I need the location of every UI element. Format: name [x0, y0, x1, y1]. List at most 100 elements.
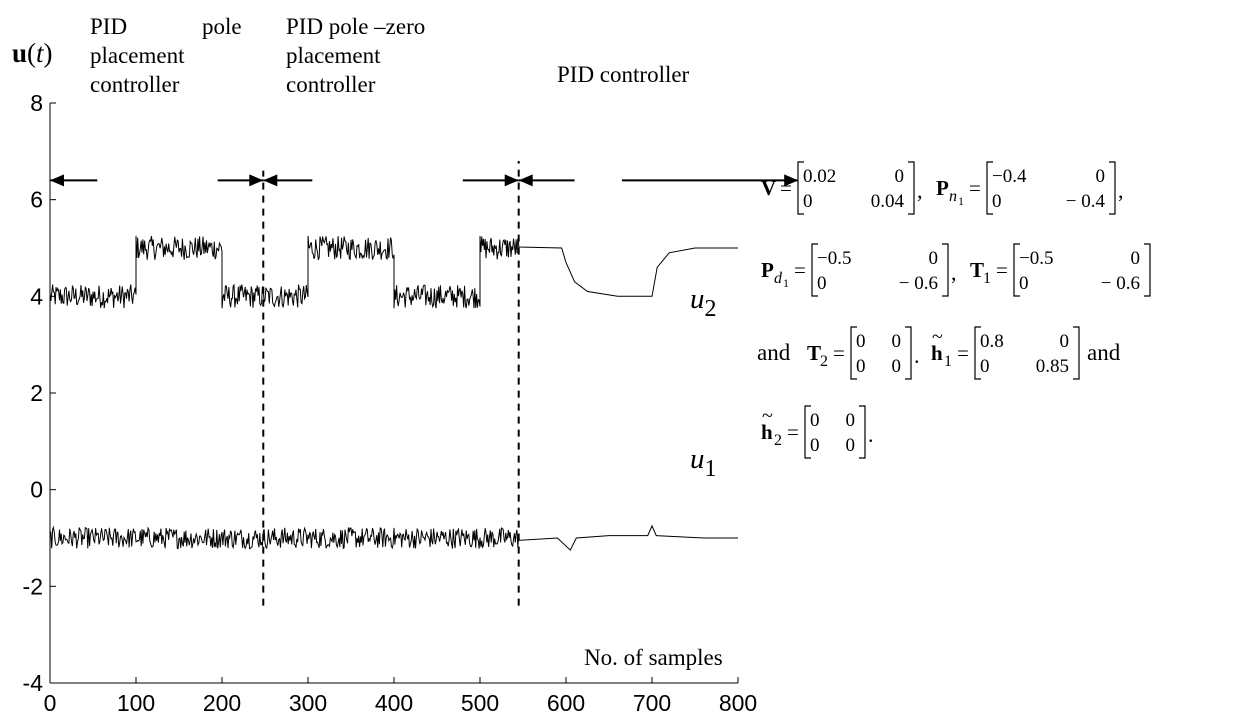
matrix-cell: − 0.6 — [1101, 273, 1140, 294]
matrix-body: 0 0 0 0. — [804, 405, 874, 459]
matrix-cell: 0 — [929, 248, 939, 269]
matrix-cell: 0 — [803, 191, 813, 212]
region2-label-line1: PID pole –zero — [286, 14, 425, 39]
matrix-symbol-h2: h~2 = — [761, 405, 799, 449]
left-bracket — [850, 326, 857, 380]
matrix-sub-subscript: 1 — [958, 194, 964, 208]
matrix-subscript: 1 — [944, 353, 952, 370]
matrix-cell: 0.02 — [803, 166, 836, 187]
x-tick-label: 800 — [719, 690, 757, 716]
arrow-head — [784, 174, 799, 187]
left-bracket — [811, 243, 818, 297]
matrix-cell: −0.4 — [992, 166, 1027, 187]
u2-series-label: u2 — [690, 283, 717, 322]
region3-label: PID controller — [557, 62, 690, 87]
region2-label-line2: placement — [286, 43, 381, 68]
left-bracket — [804, 405, 811, 459]
matrix-cell: 0.85 — [1036, 356, 1069, 377]
left-bracket — [1013, 243, 1020, 297]
and-text: and — [757, 340, 791, 365]
right-bracket — [905, 326, 912, 380]
matrix-body: 0 0 0 0. — [850, 326, 920, 380]
x-tick-label: 400 — [375, 690, 413, 716]
matrix-cell: 0 — [892, 356, 902, 377]
labels-group: PID pole placement controller PID pole –zero… — [90, 14, 717, 482]
matrix-punct: . — [914, 343, 920, 368]
region2-label-line3: controller — [286, 72, 376, 97]
matrix-name: T — [807, 341, 821, 365]
right-bracket — [908, 161, 915, 215]
matrix-cell: −0.5 — [1019, 248, 1053, 269]
y-tick-label: 6 — [30, 187, 43, 213]
matrix-name: P — [936, 176, 949, 200]
matrix-symbol-T2: T2 = — [807, 341, 845, 370]
matrix-body: 0.8 0 0 0.85 — [974, 326, 1080, 380]
matrix-cell: 0 — [895, 166, 905, 187]
matrix-cell: − 0.6 — [899, 273, 938, 294]
matrix-cell: − 0.4 — [1066, 191, 1106, 212]
x-tick-label: 700 — [633, 690, 671, 716]
region1-label-line1: PID — [90, 14, 127, 39]
matrix-cell: 0 — [856, 356, 866, 377]
matrix-cell: 0 — [846, 410, 856, 431]
matrix-sub-subscript: 1 — [783, 276, 789, 290]
right-bracket — [1144, 243, 1151, 297]
equals-sign: = — [969, 176, 981, 200]
matrix-cell: 0 — [992, 191, 1002, 212]
matrix-cell: 0 — [1019, 273, 1029, 294]
matrix-subscript: 1 — [983, 270, 991, 287]
matrix-cell: 0.8 — [980, 331, 1004, 352]
right-bracket — [942, 243, 949, 297]
x-tick-label: 0 — [44, 690, 57, 716]
y-axis-label: u(t) — [12, 38, 53, 68]
matrix-cell: −0.5 — [817, 248, 851, 269]
y-tick-label: -2 — [23, 573, 43, 599]
region1-label-line1b: pole — [202, 14, 242, 39]
equals-sign: = — [780, 176, 792, 200]
matrix-name: h — [931, 341, 943, 365]
matrix-punct: , — [951, 260, 957, 285]
matrix-name: P — [761, 258, 774, 282]
matrix-name: h — [761, 420, 773, 444]
matrix-name: T — [970, 258, 984, 282]
arrow-head — [50, 174, 64, 187]
matrix-body: 0.02 0 0 0.04, — [797, 161, 923, 215]
equals-sign: = — [996, 258, 1008, 282]
matrix-punct: , — [1118, 178, 1124, 203]
series-group — [49, 235, 738, 551]
matrix-cell: 0 — [810, 435, 820, 456]
matrix-cell: 0 — [846, 435, 856, 456]
axes: 0 100 200 300 400 500 600 700 800 -4 -2 0 2 4 6 8 u(t) No… — [12, 38, 757, 716]
x-tick-label: 100 — [117, 690, 155, 716]
matrix-cell: 0 — [810, 410, 820, 431]
matrix-cell: 0 — [892, 331, 902, 352]
arrow-head — [263, 174, 278, 187]
matrix-subscript: n — [949, 188, 957, 205]
left-bracket — [797, 161, 804, 215]
matrix-punct: . — [868, 422, 874, 447]
tilde-mark: ~ — [932, 326, 943, 348]
matrix-body: −0.5 0 0 − 0.6 — [1013, 243, 1151, 297]
matrix-body: −0.5 0 0 − 0.6, — [811, 243, 957, 297]
series-line-u2 — [49, 235, 738, 309]
matrix-name: V — [761, 176, 776, 200]
y-tick-label: 2 — [30, 380, 43, 406]
y-tick-label: 4 — [30, 283, 43, 309]
y-tick-label: 8 — [30, 90, 43, 116]
right-bracket — [859, 405, 866, 459]
matrix-punct: , — [917, 178, 923, 203]
matrix-cell: 0 — [856, 331, 866, 352]
left-bracket — [974, 326, 981, 380]
u1-series-label: u1 — [690, 443, 717, 482]
left-bracket — [986, 161, 993, 215]
equals-sign: = — [833, 341, 845, 365]
and-text: and — [1087, 340, 1121, 365]
region1-label-line3: controller — [90, 72, 180, 97]
tilde-mark: ~ — [762, 405, 773, 427]
x-tick-label: 200 — [203, 690, 241, 716]
matrix-subscript: 2 — [820, 353, 828, 370]
